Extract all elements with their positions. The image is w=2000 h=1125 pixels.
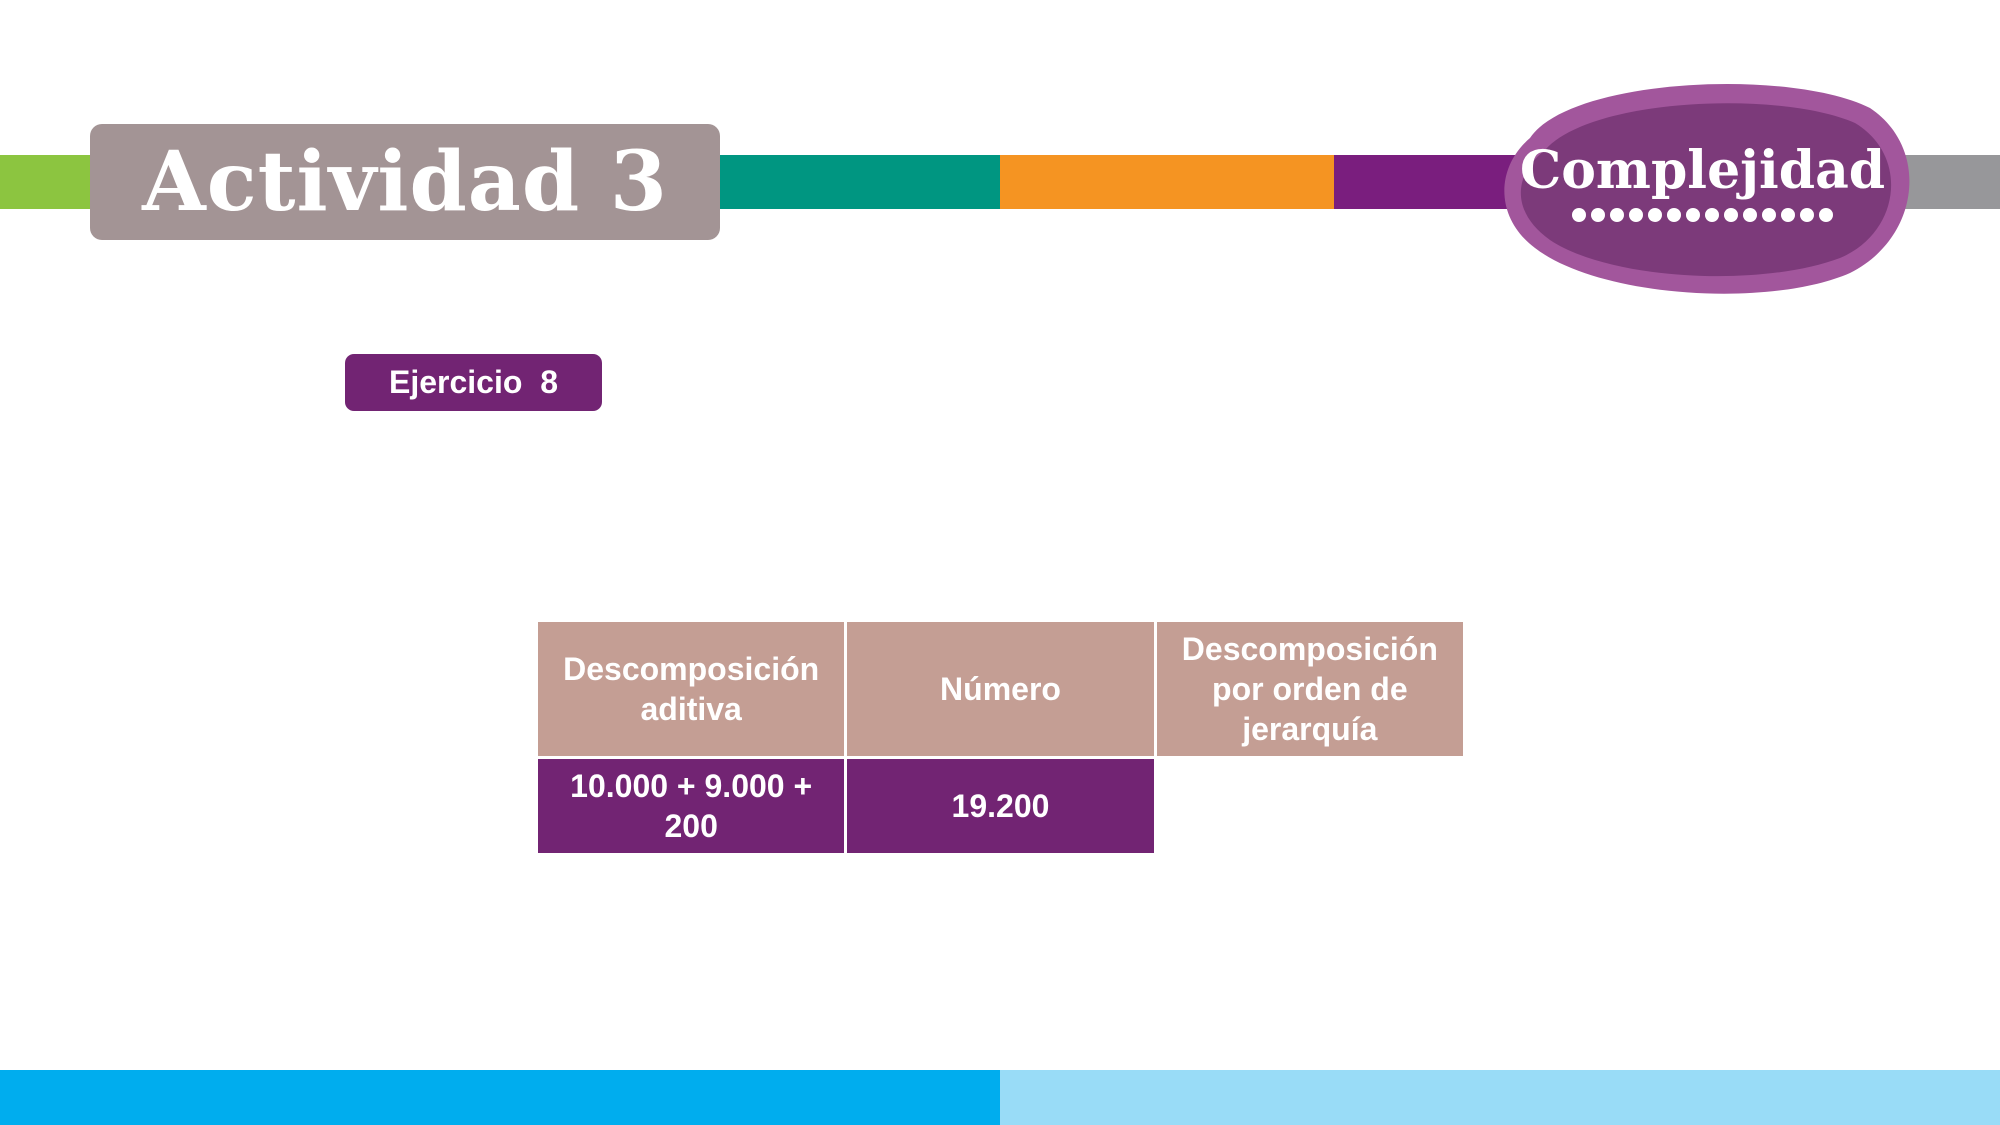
activity-title-box: Actividad 3 — [90, 124, 720, 240]
header-number: Número — [844, 619, 1157, 759]
badge-shape — [1504, 84, 1910, 294]
cell-answer-blank[interactable] — [1153, 756, 1467, 856]
top-band-orange — [1000, 155, 1334, 209]
exercise-label: Ejercicio 8 — [345, 354, 602, 411]
footer-band-right — [1000, 1070, 2000, 1125]
cell-number: 19.200 — [844, 756, 1157, 856]
badge-label: Complejidad — [1519, 140, 1886, 201]
top-band-teal — [715, 155, 1000, 209]
footer-band-left — [0, 1070, 1000, 1125]
table-header-row: Descomposición aditiva Número Descomposi… — [534, 619, 1467, 759]
dots-decoration — [1572, 208, 1833, 222]
decomposition-table: Descomposición aditiva Número Descomposi… — [534, 619, 1467, 856]
top-band-green — [0, 155, 95, 209]
header-hierarchy-decomposition: Descomposición por orden de jerarquía — [1153, 619, 1467, 759]
page-title: Actividad 3 — [142, 134, 668, 230]
top-band-purple — [1334, 155, 1534, 209]
cell-additive-decomposition: 10.000 + 9.000 + 200 — [534, 756, 848, 856]
header-additive-decomposition: Descomposición aditiva — [534, 619, 848, 759]
complexity-badge: Complejidad — [1490, 68, 1915, 296]
table-row: 10.000 + 9.000 + 200 19.200 — [534, 756, 1467, 856]
